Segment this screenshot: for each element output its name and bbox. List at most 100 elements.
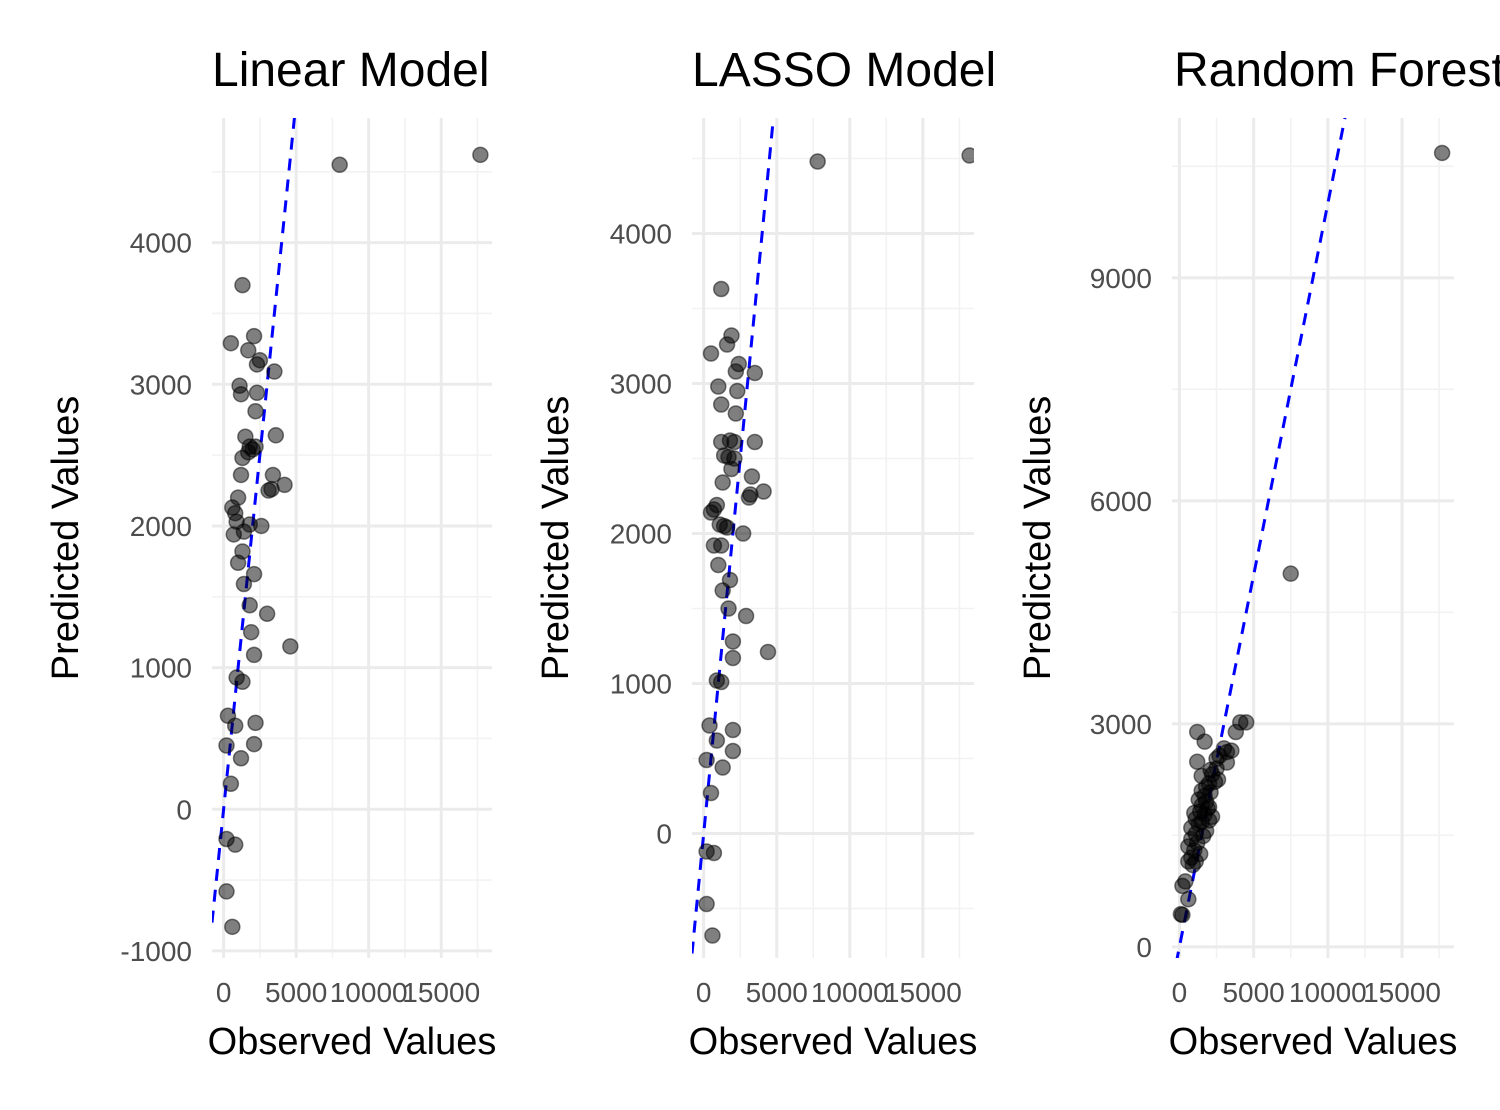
data-point: [234, 673, 251, 691]
data-point: [746, 433, 764, 451]
data-point: [232, 385, 250, 403]
y-tick-label: 3000: [610, 369, 672, 400]
y-tick-labels: 0 1000 2000 3000 4000: [610, 219, 672, 850]
reference-line: [1175, 118, 1347, 958]
x-tick-label: 0: [1172, 977, 1188, 1008]
panel-title: Linear Model: [212, 44, 490, 97]
y-tick-label: 0: [176, 794, 192, 825]
y-tick-label: 2000: [130, 511, 192, 542]
y-tick-label: 0: [656, 819, 672, 850]
data-point: [235, 575, 253, 593]
y-tick-labels: 0 3000 6000 9000: [1090, 263, 1152, 963]
grid-layer: [212, 118, 492, 958]
data-point: [224, 918, 241, 936]
reference-line: [692, 118, 775, 954]
reference-line: [212, 118, 296, 923]
y-axis-title: Predicted Values: [535, 396, 577, 680]
data-point: [710, 378, 727, 395]
data-point: [702, 784, 720, 802]
data-point: [232, 466, 250, 484]
data-point: [724, 633, 742, 650]
data-point: [248, 356, 266, 373]
data-point: [267, 427, 285, 444]
data-point: [712, 537, 730, 554]
panel-title: Random Forest Model: [1174, 44, 1500, 97]
data-point: [723, 460, 740, 478]
data-point: [704, 927, 721, 944]
data-point: [245, 646, 263, 664]
x-axis-title: Observed Values: [689, 1021, 978, 1063]
data-point: [698, 751, 715, 769]
data-point: [1180, 891, 1197, 908]
data-point: [1188, 753, 1206, 771]
data-point: [1282, 565, 1299, 582]
x-tick-label: 10000: [330, 977, 408, 1008]
data-point: [705, 844, 723, 862]
x-tick-label: 15000: [1363, 977, 1441, 1008]
data-point: [746, 364, 764, 382]
data-point: [1172, 905, 1190, 923]
y-axis-title: Predicted Values: [1017, 396, 1059, 680]
data-point: [702, 504, 720, 521]
data-point: [714, 582, 731, 599]
reference-line-layer: [212, 118, 296, 923]
data-point: [743, 468, 761, 485]
y-tick-label: 3000: [1090, 709, 1152, 740]
data-point: [229, 554, 247, 572]
data-point: [266, 363, 283, 380]
data-point: [727, 405, 745, 422]
x-tick-label: 10000: [1289, 977, 1367, 1008]
y-tick-labels: -1000 0 1000 2000 3000 4000: [120, 228, 192, 967]
data-point: [242, 623, 260, 641]
x-tick-label: 0: [216, 977, 232, 1008]
data-point: [727, 363, 745, 380]
data-point: [714, 474, 731, 491]
y-tick-label: 4000: [130, 228, 192, 259]
data-point: [218, 883, 235, 900]
data-point: [247, 402, 264, 420]
data-point: [331, 156, 348, 173]
data-point: [245, 327, 263, 345]
data-point: [218, 737, 235, 754]
data-point: [712, 673, 730, 691]
points-layer: [1172, 144, 1451, 924]
y-tick-label: 1000: [610, 669, 672, 700]
data-point: [724, 742, 742, 760]
data-point: [809, 153, 826, 170]
data-point: [724, 721, 742, 739]
x-tick-label: 5000: [746, 977, 808, 1008]
y-tick-label: 4000: [610, 219, 672, 250]
data-point: [726, 433, 743, 451]
data-point: [248, 384, 266, 402]
points-layer: [218, 146, 489, 936]
reference-line-layer: [692, 118, 775, 954]
data-point: [276, 476, 293, 494]
y-tick-label: 3000: [130, 369, 192, 400]
x-tick-label: 5000: [1222, 977, 1284, 1008]
grid-layer: [692, 118, 974, 958]
y-axis-title: Predicted Values: [45, 396, 87, 680]
points-layer: [698, 147, 974, 944]
data-point: [258, 605, 276, 623]
data-point: [282, 638, 299, 655]
data-point: [708, 732, 726, 749]
data-point: [701, 717, 718, 734]
data-point: [1174, 877, 1191, 895]
data-point: [247, 714, 264, 732]
data-point: [961, 147, 974, 164]
data-point: [222, 775, 240, 793]
x-tick-label: 5000: [265, 977, 327, 1008]
data-point: [240, 342, 257, 359]
data-point: [245, 565, 263, 583]
data-point: [729, 382, 746, 400]
data-point: [1227, 723, 1245, 741]
data-point: [737, 607, 755, 625]
x-tick-label: 15000: [884, 977, 962, 1008]
data-point: [734, 525, 752, 542]
data-point: [232, 750, 250, 767]
data-point: [712, 280, 730, 298]
data-point: [222, 334, 240, 352]
